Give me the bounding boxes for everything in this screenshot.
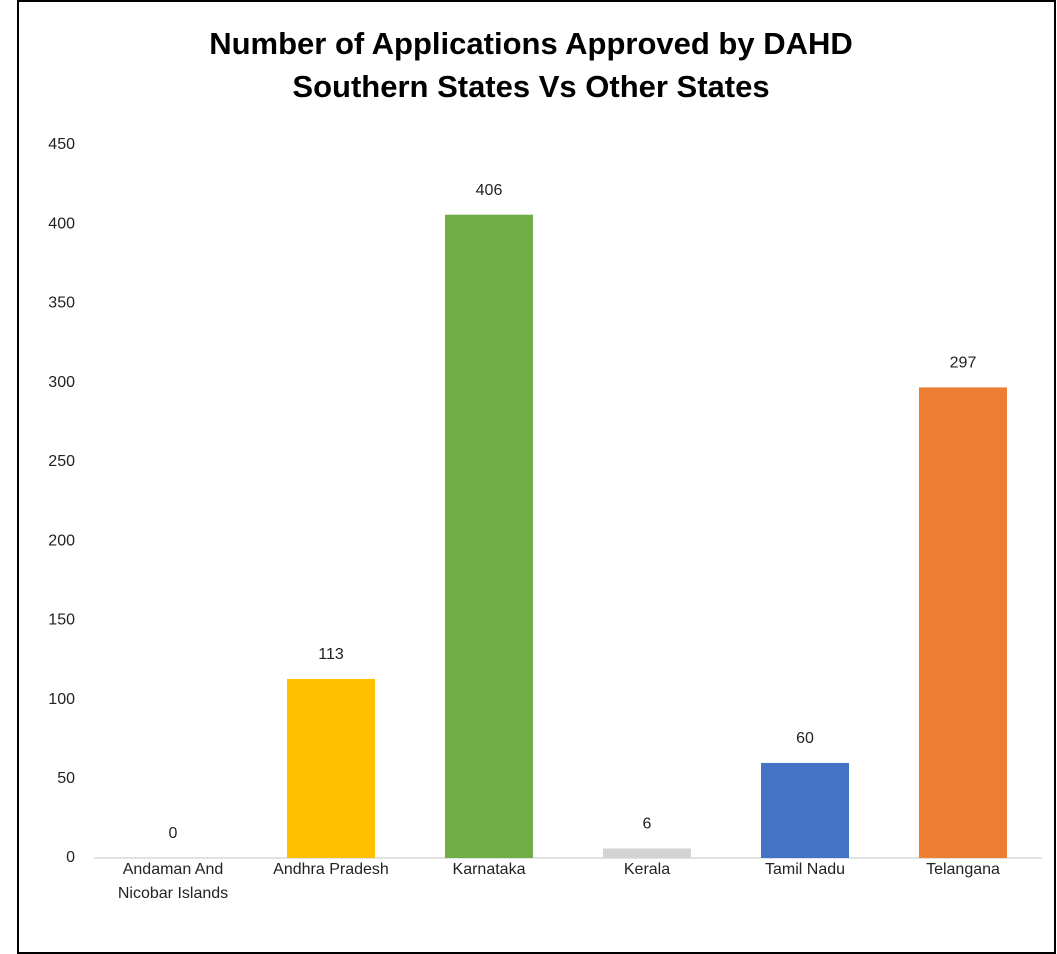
x-tick-label: Kerala <box>623 861 671 878</box>
chart-title: Number of Applications Approved by DAHD <box>209 26 853 61</box>
y-tick-label: 150 <box>48 612 75 629</box>
y-tick-label: 250 <box>48 453 75 470</box>
y-tick-label: 0 <box>66 849 75 866</box>
y-tick-label: 300 <box>48 374 75 391</box>
data-label: 6 <box>643 816 652 833</box>
x-tick-label: Karnataka <box>452 861 526 878</box>
data-label: 0 <box>169 825 178 842</box>
data-label: 406 <box>476 182 503 199</box>
bar <box>603 848 691 858</box>
x-tick-label: Telangana <box>926 861 1000 878</box>
bar <box>287 678 375 858</box>
x-tick-label: Andhra Pradesh <box>273 861 389 878</box>
x-tick-label: Tamil Nadu <box>764 861 846 878</box>
y-tick-label: 400 <box>48 215 75 232</box>
x-tick-label: Andaman And Nicobar Islands <box>117 861 229 902</box>
bar <box>761 762 849 858</box>
y-tick-label: 350 <box>48 295 75 312</box>
y-tick-label: 200 <box>48 532 75 549</box>
y-tick-label: 100 <box>48 691 75 708</box>
y-tick-label: 450 <box>48 136 75 153</box>
y-tick-label: 50 <box>57 770 75 787</box>
chart-border <box>17 0 1056 954</box>
bar <box>445 214 533 858</box>
data-label: 60 <box>796 730 814 747</box>
data-label: 113 <box>318 646 344 663</box>
data-label: 297 <box>950 355 977 372</box>
chart-subtitle: Southern States Vs Other States <box>292 69 769 104</box>
bar <box>919 387 1007 858</box>
